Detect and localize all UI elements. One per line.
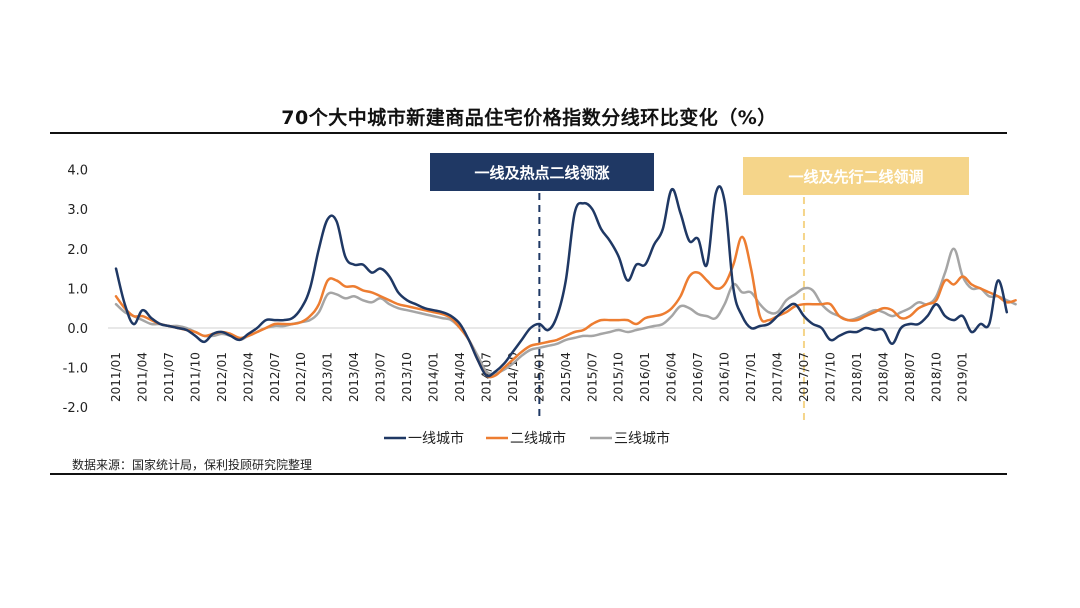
y-tick-label: -2.0: [63, 401, 88, 416]
x-tick-label: 2011/07: [162, 352, 176, 402]
x-tick-label: 2013/04: [347, 352, 361, 402]
x-tick-label: 2012/07: [268, 352, 282, 402]
legend-item-tier2[interactable]: 二线城市: [486, 430, 566, 447]
y-tick-label: 1.0: [67, 282, 88, 297]
y-tick-label: 0.0: [67, 322, 88, 337]
x-tick-label: 2019/01: [956, 352, 970, 402]
x-tick-label: 2011/10: [188, 352, 202, 402]
series-line-tier1: [114, 185, 1009, 378]
legend[interactable]: 一线城市 二线城市 三线城市: [384, 430, 670, 447]
y-tick-label: 3.0: [67, 203, 88, 218]
x-tick-label: 2012/01: [215, 352, 229, 402]
x-tick-label: 2012/04: [241, 352, 255, 402]
annotation-text: 一线及先行二线领调: [788, 168, 923, 186]
x-tick-label: 2017/04: [771, 352, 785, 402]
x-tick-label: 2016/01: [638, 352, 652, 402]
x-tick-label: 2012/10: [294, 352, 308, 402]
x-tick-label: 2018/07: [903, 352, 917, 402]
x-tick-label: 2015/10: [612, 352, 626, 402]
x-tick-label: 2016/07: [691, 352, 705, 402]
annotation-text: 一线及热点二线领涨: [474, 164, 609, 182]
legend-label: 一线城市: [408, 430, 464, 447]
x-tick-label: 2018/10: [929, 352, 943, 402]
y-axis: 4.0 3.0 2.0 1.0 0.0 -1.0 -2.0: [63, 164, 88, 417]
x-tick-label: 2014/01: [427, 352, 441, 402]
x-tick-label: 2013/10: [400, 352, 414, 402]
x-tick-label: 2013/07: [374, 352, 388, 402]
x-tick-label: 2016/04: [665, 352, 679, 402]
legend-label: 二线城市: [510, 430, 566, 447]
series-lines: [114, 185, 1017, 379]
source-divider: [50, 473, 1007, 475]
annotations: 一线及热点二线领涨 一线及先行二线领调: [430, 153, 969, 420]
x-tick-label: 2013/01: [321, 352, 335, 402]
x-tick-label: 2018/04: [876, 352, 890, 402]
x-tick-label: 2017/01: [744, 352, 758, 402]
y-tick-label: 2.0: [67, 243, 88, 258]
x-tick-label: 2017/07: [797, 352, 811, 402]
legend-item-tier1[interactable]: 一线城市: [384, 430, 464, 447]
legend-item-tier3[interactable]: 三线城市: [590, 430, 670, 447]
legend-label: 三线城市: [614, 430, 670, 447]
x-tick-label: 2018/01: [850, 352, 864, 402]
source-note: 数据来源：国家统计局，保利投顾研究院整理: [72, 458, 313, 472]
x-tick-label: 2014/04: [453, 352, 467, 402]
x-tick-label: 2015/01: [532, 352, 546, 402]
chart-title: 70个大中城市新建商品住宅价格指数分线环比变化（%）: [281, 107, 777, 129]
series-line-tier2: [114, 235, 1017, 379]
x-tick-label: 2016/10: [718, 352, 732, 402]
x-tick-label: 2014/10: [506, 352, 520, 402]
y-tick-label: 4.0: [67, 164, 88, 179]
annotation-box: [430, 153, 654, 191]
x-tick-label: 2015/04: [559, 352, 573, 402]
x-tick-label: 2011/01: [109, 352, 123, 402]
x-tick-label: 2017/10: [823, 352, 837, 402]
annotation-box: [743, 157, 969, 195]
title-divider: [50, 132, 1007, 134]
x-tick-label: 2011/04: [135, 352, 149, 402]
y-tick-label: -1.0: [63, 362, 88, 377]
x-tick-label: 2015/07: [585, 352, 599, 402]
